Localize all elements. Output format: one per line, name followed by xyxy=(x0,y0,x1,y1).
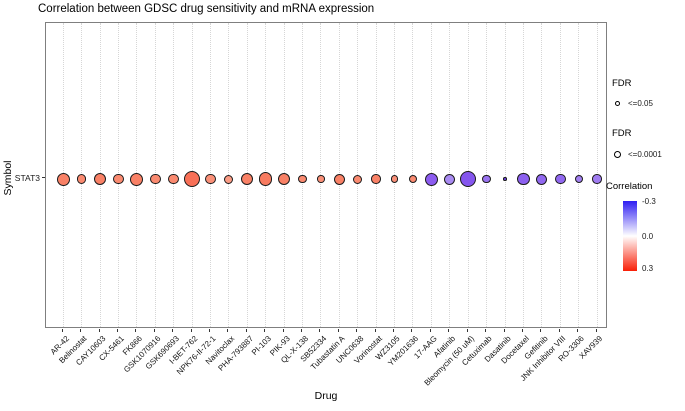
data-point xyxy=(205,173,216,185)
data-point xyxy=(183,170,201,188)
legend-fdr-small-label: <=0.05 xyxy=(628,99,653,108)
x-tick-mark xyxy=(540,329,542,332)
x-tick-mark xyxy=(190,329,192,332)
y-tick-label: STAT3 xyxy=(14,173,40,183)
data-point xyxy=(371,174,381,184)
x-tick-mark xyxy=(135,329,137,332)
x-tick-mark xyxy=(98,329,100,332)
data-point xyxy=(241,173,254,185)
data-point xyxy=(94,173,107,185)
x-tick-mark xyxy=(521,329,523,332)
colorbar-tick-bottom: 0.3 xyxy=(642,264,654,273)
correlation-colorbar xyxy=(623,201,637,271)
panel-gridline xyxy=(504,23,506,327)
x-tick-mark xyxy=(245,329,247,332)
plot-panel xyxy=(45,22,607,328)
data-point xyxy=(168,173,179,185)
x-tick-mark xyxy=(558,329,560,332)
data-point xyxy=(482,174,491,184)
x-tick-mark xyxy=(61,329,63,332)
legend-fdr-large-title: FDR xyxy=(612,128,632,139)
fdr-large-circle-icon xyxy=(614,151,621,158)
x-tick-mark xyxy=(282,329,284,332)
x-axis-label: Drug xyxy=(314,390,338,402)
x-tick-mark xyxy=(116,329,118,332)
chart-title: Correlation between GDSC drug sensitivit… xyxy=(38,3,375,15)
data-point xyxy=(503,177,507,181)
x-tick-mark xyxy=(466,329,468,332)
data-point xyxy=(76,174,87,184)
data-point xyxy=(224,174,234,184)
x-tick-mark xyxy=(595,329,597,332)
colorbar-tick-top: -0.3 xyxy=(642,197,656,206)
x-tick-mark xyxy=(485,329,487,332)
colorbar-tick-mid: 0.0 xyxy=(642,232,654,241)
x-tick-mark xyxy=(153,329,155,332)
data-point xyxy=(444,173,456,185)
fdr-small-circle-icon xyxy=(615,101,620,106)
x-tick-mark xyxy=(356,329,358,332)
data-point xyxy=(574,175,583,183)
x-tick-mark xyxy=(429,329,431,332)
data-point xyxy=(298,174,307,184)
x-tick-mark xyxy=(411,329,413,332)
data-point xyxy=(592,174,602,184)
data-point xyxy=(317,175,325,183)
data-point xyxy=(536,173,548,185)
data-point xyxy=(56,172,70,186)
data-point xyxy=(150,173,161,185)
y-tick-mark xyxy=(42,177,45,178)
x-tick-mark xyxy=(172,329,174,332)
data-point xyxy=(130,172,144,186)
x-tick-mark xyxy=(264,329,266,332)
legend-fdr-large-label: <=0.0001 xyxy=(628,150,662,159)
legend-correlation-title: Correlation xyxy=(606,181,653,192)
x-tick-mark xyxy=(448,329,450,332)
panel-gridline xyxy=(394,23,396,327)
data-point xyxy=(258,172,273,186)
data-point xyxy=(353,174,363,184)
x-tick-mark xyxy=(301,329,303,332)
x-tick-mark xyxy=(208,329,210,332)
x-tick-mark xyxy=(374,329,376,332)
data-point xyxy=(333,173,345,185)
x-tick-mark xyxy=(227,329,229,332)
data-point xyxy=(277,172,291,186)
x-tick-mark xyxy=(503,329,505,332)
data-point xyxy=(555,173,566,185)
x-tick-mark xyxy=(393,329,395,332)
x-tick-mark xyxy=(337,329,339,332)
data-point xyxy=(517,172,530,186)
x-tick-mark xyxy=(577,329,579,332)
x-tick-mark xyxy=(80,329,82,332)
data-point xyxy=(460,171,477,187)
data-point xyxy=(408,174,418,184)
data-point xyxy=(424,172,438,186)
data-point xyxy=(113,173,124,185)
legend-fdr-small-title: FDR xyxy=(612,78,632,89)
x-tick-mark xyxy=(319,329,321,332)
data-point xyxy=(390,175,399,183)
panel-gridline xyxy=(320,23,322,327)
